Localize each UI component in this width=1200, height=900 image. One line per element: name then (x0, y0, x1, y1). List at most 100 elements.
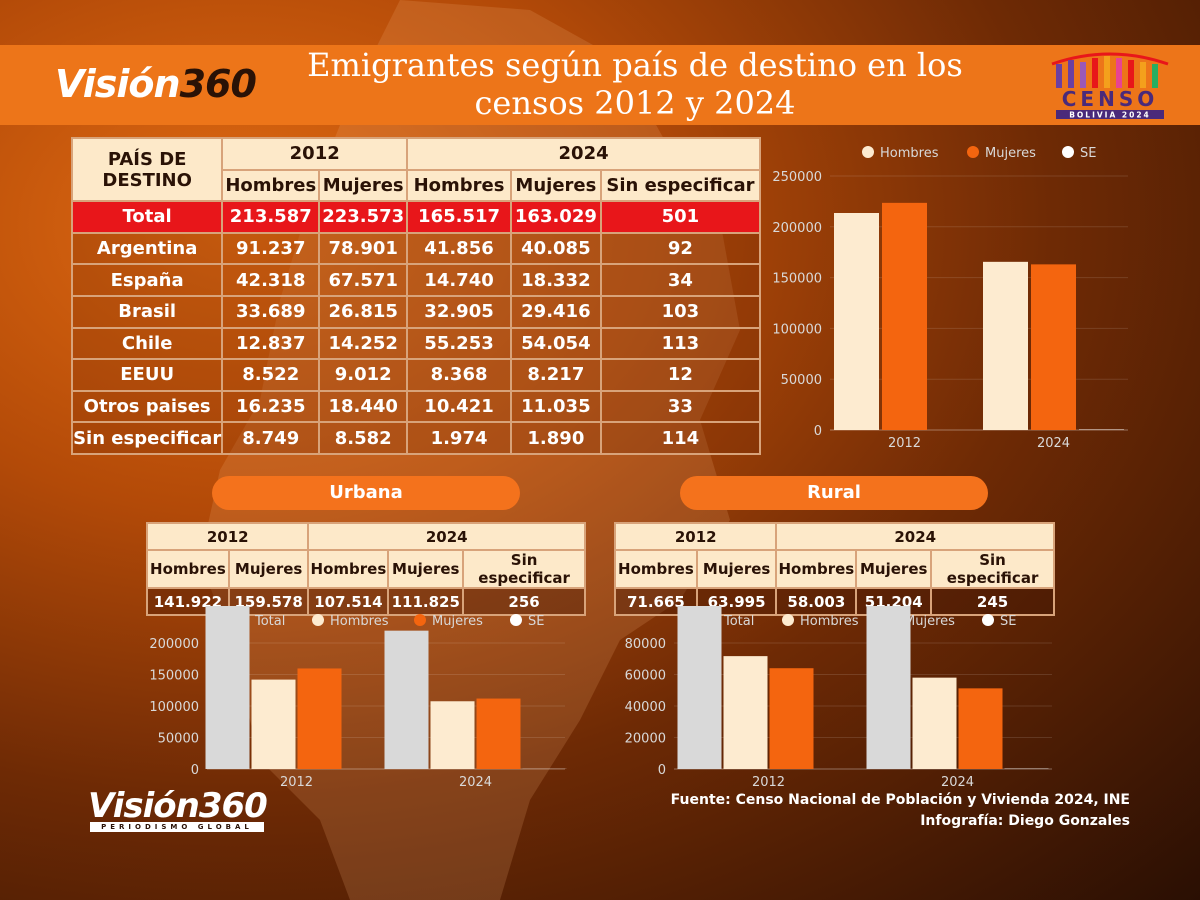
legend-label: Total (723, 614, 754, 629)
y-tick-label: 250000 (772, 170, 822, 185)
x-tick-label: 2024 (941, 775, 974, 790)
bar-hombres-2012 (834, 212, 879, 430)
rural-table: 2012 2024 Hombres Mujeres Hombres Mujere… (613, 522, 1055, 616)
table-cell: 55.253 (406, 326, 512, 361)
column-header: Hombres (614, 549, 698, 589)
table-cell: 42.318 (221, 263, 321, 297)
header-band (0, 45, 1200, 125)
table-cell: 54.054 (509, 326, 602, 361)
legend-marker (312, 614, 324, 626)
main-emigrants-table: PAÍS DE DESTINO 2012 2024 Hombres Mujere… (70, 136, 762, 455)
table-cell: 41.856 (406, 231, 512, 266)
table-row: EEUU 8.522 9.012 8.368 8.217 12 (70, 358, 762, 392)
table-cell: 8.217 (509, 358, 602, 392)
column-header: Mujeres (318, 168, 409, 203)
urban-year-2024: 2024 (307, 522, 586, 551)
legend-label: SE (1000, 614, 1016, 629)
legend-label: Hombres (880, 146, 939, 161)
x-tick-label: 2012 (752, 775, 785, 790)
column-header: Mujeres (387, 549, 465, 589)
table-cell: 58.003 (775, 587, 858, 616)
table-cell: 8.368 (406, 358, 512, 392)
bar-mujeres-2024 (1031, 264, 1076, 430)
country-header: PAÍS DE DESTINO (70, 136, 224, 203)
bar-mujeres-2012 (769, 668, 814, 769)
table-cell: 165.517 (406, 200, 512, 234)
column-header: Sin especificar (462, 549, 586, 589)
y-tick-label: 40000 (625, 700, 666, 715)
table-cell: 8.749 (221, 421, 321, 455)
table-cell: 1.974 (406, 421, 512, 455)
credit-note: Infografía: Diego Gonzales (920, 813, 1130, 829)
table-cell: 34 (599, 263, 762, 297)
vision360-footer-logo: Visión360 (88, 786, 268, 826)
row-label: EEUU (70, 358, 224, 392)
column-header: Mujeres (509, 168, 602, 203)
table-cell: 67.571 (318, 263, 409, 297)
table-row: Chile 12.837 14.252 55.253 54.054 113 (70, 326, 762, 361)
table-row: Brasil 33.689 26.815 32.905 29.416 103 (70, 294, 762, 329)
legend-label: SE (1080, 146, 1096, 161)
censo-sub: BOLIVIA 2024 (1069, 111, 1151, 120)
row-label: Total (70, 200, 224, 234)
column-header: Hombres (775, 549, 858, 589)
vision360-logo: Visión360 (55, 62, 257, 106)
table-cell: 18.332 (509, 263, 602, 297)
y-tick-label: 50000 (781, 373, 822, 388)
table-row: España 42.318 67.571 14.740 18.332 34 (70, 263, 762, 297)
row-label: Brasil (70, 294, 224, 329)
table-cell: 9.012 (318, 358, 409, 392)
table-cell: 40.085 (509, 231, 602, 266)
table-cell: 92 (599, 231, 762, 266)
column-header: Hombres (221, 168, 321, 203)
row-label: Argentina (70, 231, 224, 266)
rural-bar-chart: Total Hombres Mujeres SE 0 20000 40000 60000 800… (625, 606, 1052, 790)
censo-word: CENSO (1062, 87, 1158, 111)
legend-marker (510, 614, 522, 626)
bar-hombres-2024 (430, 701, 475, 769)
bar-mujeres-2024 (958, 688, 1003, 769)
y-tick-label: 60000 (625, 669, 666, 684)
column-header: Mujeres (695, 549, 778, 589)
legend-marker (862, 146, 874, 158)
logo-text-360: 360 (179, 62, 257, 106)
column-header: Hombres (146, 549, 230, 589)
y-tick-label: 80000 (625, 637, 666, 652)
table-cell: 8.522 (221, 358, 321, 392)
table-cell: 14.740 (406, 263, 512, 297)
table-cell: 16.235 (221, 389, 321, 424)
bar-total-2012 (205, 606, 250, 769)
column-header: Hombres (406, 168, 512, 203)
bar-mujeres-2024 (476, 698, 521, 769)
logo-text-360: 360 (198, 786, 268, 826)
bar-hombres-2012 (723, 656, 768, 769)
bar-se-2024 (1079, 429, 1124, 430)
rural-pill: Rural (680, 476, 988, 510)
legend-label: SE (528, 614, 544, 629)
y-tick-label: 100000 (149, 700, 199, 715)
main-bar-chart: Hombres Mujeres SE 0 50000 100000 150000 200000… (772, 146, 1128, 451)
legend-marker (1062, 146, 1074, 158)
table-cell: 32.905 (406, 294, 512, 329)
y-tick-label: 20000 (625, 732, 666, 747)
legend-marker (982, 614, 994, 626)
year-2024-header: 2024 (406, 137, 761, 171)
row-label: Otros paises (70, 389, 224, 424)
table-cell: 1.890 (509, 421, 602, 455)
row-label: Sin especificar (70, 421, 224, 455)
bar-total-2012 (677, 606, 722, 769)
table-cell: 163.029 (509, 200, 602, 234)
table-cell: 501 (599, 200, 762, 234)
table-row: Argentina 91.237 78.901 41.856 40.085 92 (70, 231, 762, 266)
legend-marker (782, 614, 794, 626)
logo-text-vision: Visión (88, 786, 200, 826)
table-cell: 245 (930, 587, 1055, 616)
table-cell: 26.815 (318, 294, 409, 329)
y-tick-label: 200000 (149, 637, 199, 652)
column-header: Mujeres (855, 549, 933, 589)
table-cell: 103 (599, 294, 762, 329)
table-cell: 8.582 (318, 421, 409, 455)
table-row: Sin especificar 8.749 8.582 1.974 1.890 114 (70, 421, 762, 455)
source-note: Fuente: Censo Nacional de Población y Vi… (670, 792, 1130, 808)
y-tick-label: 100000 (772, 322, 822, 337)
